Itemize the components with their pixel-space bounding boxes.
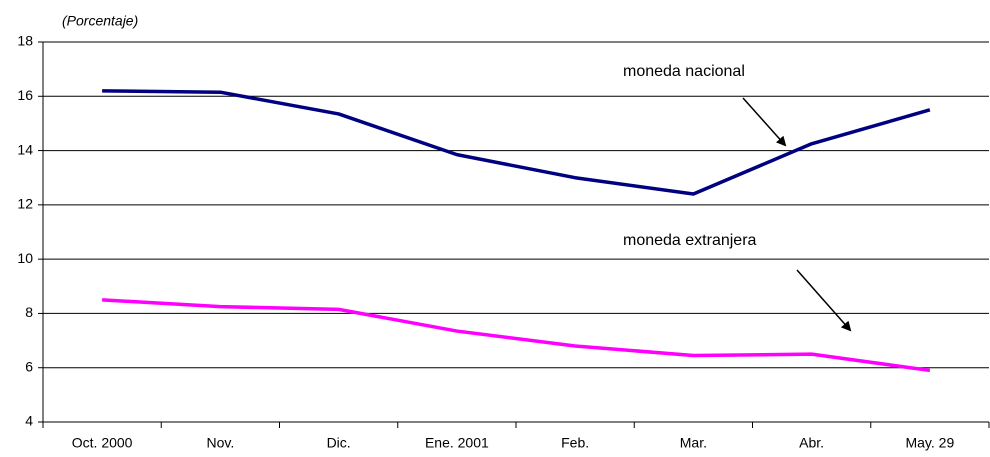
y-tick-label: 12 (17, 196, 33, 212)
series-line (102, 89, 931, 196)
x-tick-label: Feb. (561, 435, 589, 451)
y-tick-label: 18 (17, 33, 33, 49)
x-tick-label: Mar. (680, 435, 707, 451)
y-tick-label: 8 (25, 304, 33, 320)
x-tick-label: Abr. (799, 435, 824, 451)
x-tick-label: Ene. 2001 (425, 435, 489, 451)
series-annotation: moneda nacional (623, 63, 745, 80)
x-tick-label: Nov. (207, 435, 235, 451)
y-tick-label: 4 (25, 413, 33, 429)
y-tick-label: 16 (17, 87, 33, 103)
series-annotation: moneda extranjera (623, 232, 757, 249)
x-tick-label: Dic. (327, 435, 351, 451)
y-axis-label: (Porcentaje) (62, 13, 138, 29)
x-tick-label: May. 29 (905, 435, 954, 451)
y-tick-label: 10 (17, 250, 33, 266)
y-tick-label: 14 (17, 141, 33, 157)
annotation-arrow (742, 97, 787, 147)
x-tick-label: Oct. 2000 (72, 435, 133, 451)
series-line (102, 298, 931, 373)
annotation-arrow (796, 269, 852, 332)
y-tick-label: 6 (25, 358, 33, 374)
